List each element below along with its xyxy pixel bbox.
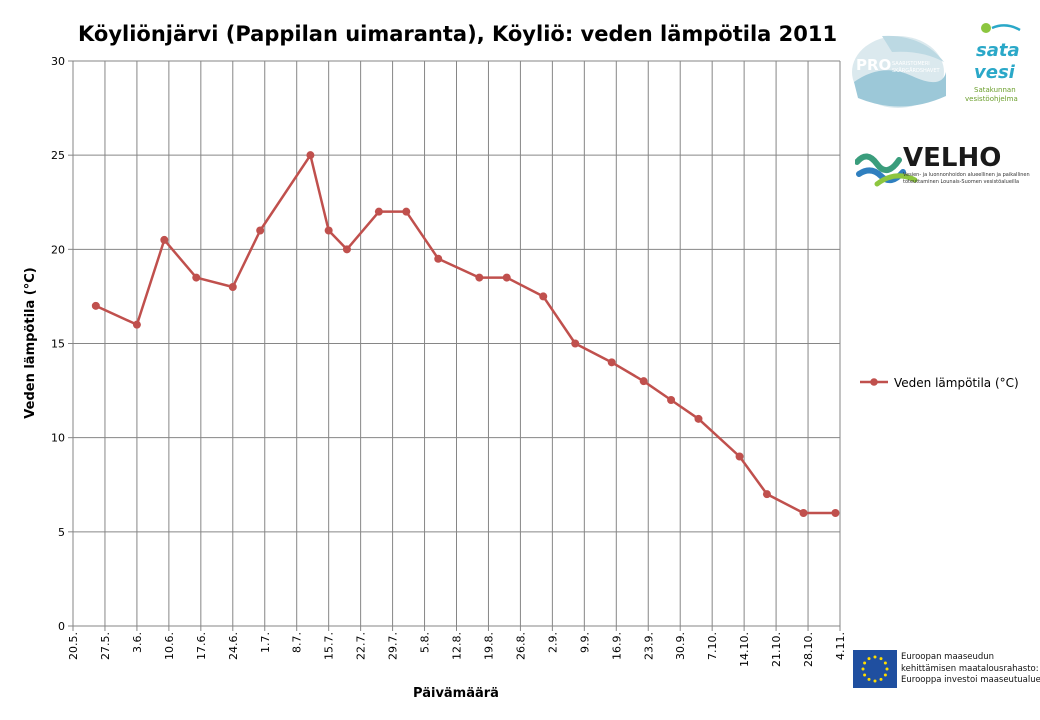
x-tick-label: 7.10. (706, 632, 719, 660)
x-axis-label: Päivämäärä (413, 686, 499, 701)
x-tick-label: 4.11. (834, 632, 847, 660)
series-line (95, 153, 836, 515)
x-tick-label: 20.5. (67, 632, 80, 660)
series-layer (91, 151, 840, 517)
grid (72, 60, 841, 627)
y-tick-label: 5 (58, 526, 65, 539)
x-tick-label: 16.9. (610, 632, 623, 660)
y-tick-label: 20 (51, 243, 65, 256)
x-tick-label: 15.7. (323, 632, 336, 660)
pro-sub1: SAARISTOMERI (892, 61, 930, 67)
data-point (539, 292, 548, 301)
axes (68, 60, 841, 631)
data-point (91, 301, 100, 310)
velho-caption1: Vesien- ja luonnonhoidon alueellinen ja … (903, 172, 1030, 178)
x-tick-label: 5.8. (419, 632, 432, 653)
eu-line-2: kehittämisen maatalousrahasto: (901, 663, 1039, 674)
x-tick-label: 8.7. (291, 632, 304, 653)
data-point (256, 226, 265, 235)
x-tick-label: 27.5. (99, 632, 112, 660)
data-point (639, 377, 648, 386)
tick-labels: 0 5 10 15 20 25 30 20.5. 27.5. 3.6. 10.6. 17.6. 24.6… (51, 55, 847, 667)
x-tick-label: 19.8. (482, 632, 495, 660)
velho-logo: VELHO Vesien- ja luonnonhoidon alueellin… (855, 143, 1030, 187)
pro-saaristomeri-logo: PRO SAARISTOMERI SKÄRGÅRDSHAVET (852, 35, 946, 108)
data-point (831, 509, 840, 517)
legend-label: Veden lämpötila (°C) (894, 376, 1019, 390)
satavesi-logo: sata vesi Satakunnan vesistöohjelma (965, 23, 1021, 103)
pro-sub2: SKÄRGÅRDSHAVET (892, 67, 940, 74)
data-point (667, 396, 676, 404)
x-tick-label: 29.7. (387, 632, 400, 660)
y-tick-label: 15 (51, 338, 65, 351)
y-axis-label: Veden lämpötila (°C) (23, 267, 38, 418)
eu-star (861, 667, 865, 671)
x-tick-label: 26.8. (514, 632, 527, 660)
eu-star (867, 657, 871, 661)
data-point (228, 283, 237, 291)
data-point (735, 452, 744, 461)
data-point (342, 245, 351, 254)
eu-funding-block: Euroopan maaseudun kehittämisen maatalou… (853, 650, 1040, 690)
satavesi-top: sata (976, 40, 1020, 61)
data-point (434, 254, 443, 263)
velho-caption2: toteuttaminen Lounais-Suomen vesistöalue… (903, 179, 1019, 185)
y-tick-label: 10 (51, 432, 65, 445)
eu-star (883, 673, 887, 677)
data-point (607, 358, 616, 367)
x-tick-label: 14.10. (738, 632, 751, 667)
data-point (324, 226, 333, 235)
data-point (571, 339, 580, 348)
eu-text: Euroopan maaseudun kehittämisen maatalou… (901, 652, 1040, 687)
data-point (402, 207, 411, 216)
data-point (374, 207, 383, 216)
eu-star (863, 661, 867, 665)
x-tick-label: 24.6. (227, 632, 240, 660)
x-tick-label: 10.6. (163, 632, 176, 660)
x-tick-label: 30.9. (674, 632, 687, 660)
x-tick-label: 1.7. (259, 632, 272, 653)
eu-star (867, 677, 871, 681)
eu-star (873, 679, 877, 683)
x-tick-label: 21.10. (770, 632, 783, 667)
satavesi-caption2: vesistöohjelma (965, 95, 1018, 103)
x-tick-label: 23.9. (642, 632, 655, 660)
y-tick-label: 0 (58, 620, 65, 633)
x-tick-label: 3.6. (131, 632, 144, 653)
x-tick-label: 2.9. (546, 632, 559, 653)
eu-star (873, 655, 877, 659)
satavesi-bottom: vesi (974, 62, 1016, 83)
legend: Veden lämpötila (°C) (860, 376, 1019, 390)
velho-name: VELHO (903, 143, 1001, 173)
data-point (502, 273, 511, 282)
y-tick-label: 25 (51, 149, 65, 162)
pro-text: PRO (856, 56, 891, 74)
y-tick-label: 30 (51, 55, 65, 68)
data-point (762, 490, 771, 499)
x-tick-label: 12.8. (451, 632, 464, 660)
data-point (132, 320, 141, 329)
data-point (160, 235, 169, 244)
data-point (475, 273, 484, 282)
satavesi-caption1: Satakunnan (974, 86, 1016, 94)
eu-star (883, 661, 887, 665)
eu-star (879, 677, 883, 681)
eu-star (885, 667, 889, 671)
x-tick-label: 22.7. (355, 632, 368, 660)
data-point (799, 509, 808, 517)
legend-marker (870, 378, 878, 386)
eu-star (879, 657, 883, 661)
data-point (694, 414, 703, 423)
eu-flag-icon (853, 650, 897, 688)
x-tick-label: 28.10. (802, 632, 815, 667)
x-tick-label: 9.9. (578, 632, 591, 653)
eu-star (863, 673, 867, 677)
eu-line-3: Eurooppa investoi maaseutualueisiin (901, 675, 1040, 685)
data-point (306, 151, 315, 160)
eu-line-1: Euroopan maaseudun (901, 652, 995, 662)
data-point (192, 273, 201, 282)
chart-title: Köyliönjärvi (Pappilan uimaranta), Köyli… (78, 22, 838, 46)
x-tick-label: 17.6. (195, 632, 208, 660)
